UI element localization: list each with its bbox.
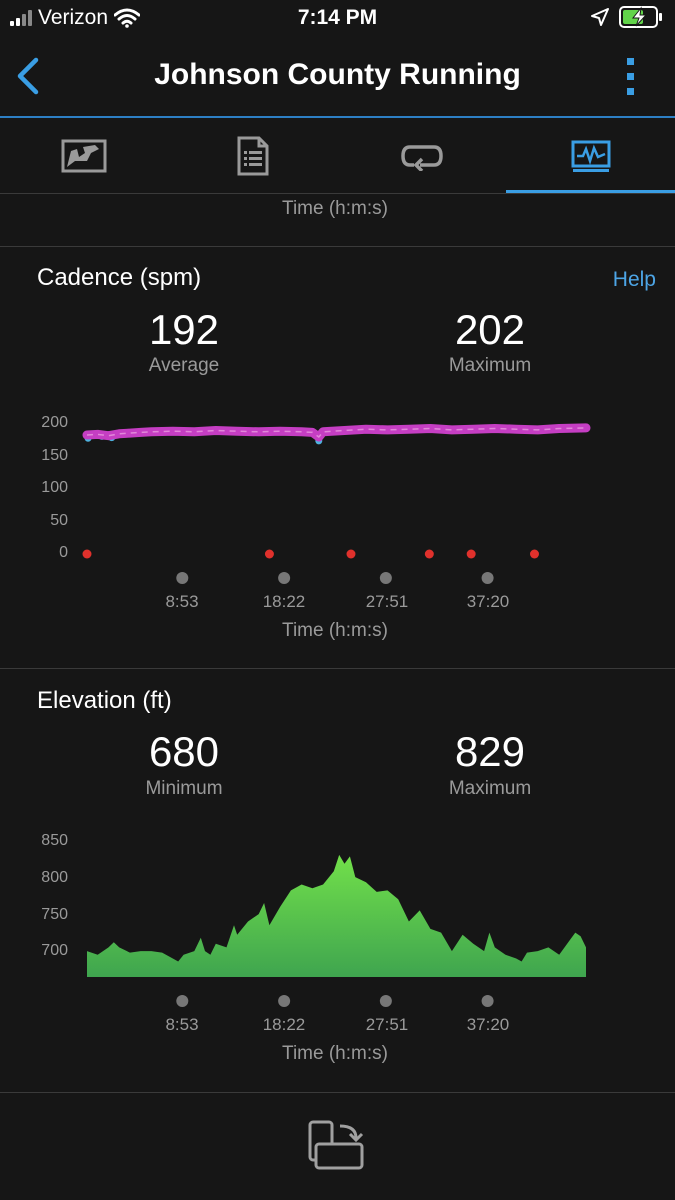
- charts-icon: [571, 140, 611, 172]
- cadence-y-tick: 150: [41, 447, 68, 464]
- elevation-time-marker: [379, 995, 392, 1007]
- cadence-x-tick: 37:20: [466, 592, 510, 611]
- cadence-max-label: Maximum: [448, 355, 532, 376]
- tabs-divider: [0, 193, 675, 194]
- cadence-max-value: 202: [454, 306, 526, 353]
- elevation-title: Elevation (ft): [37, 687, 172, 714]
- cadence-help-link[interactable]: Help: [612, 268, 656, 291]
- elevation-x-tick: 8:53: [165, 1015, 199, 1034]
- cadence-average-value: 192: [148, 306, 220, 353]
- cadence-zero-marker: [529, 549, 539, 559]
- cadence-title: Cadence (spm): [37, 264, 202, 291]
- cadence-y-tick: 100: [41, 479, 68, 496]
- cadence-x-tick: 8:53: [165, 592, 199, 611]
- cadence-chart: [82, 423, 591, 584]
- back-chevron-icon[interactable]: [12, 56, 46, 96]
- elevation-chart: [87, 854, 586, 1007]
- elevation-x-tick: 37:20: [466, 1015, 510, 1034]
- elevation-x-axis-title: Time (h:m:s): [282, 1043, 388, 1064]
- wifi-icon: [114, 8, 141, 28]
- previous-chart-x-axis-title: Time (h:m:s): [282, 198, 388, 219]
- cadence-zero-marker: [346, 549, 356, 559]
- carrier-group: Verizon: [10, 6, 141, 30]
- tab-laps[interactable]: [338, 118, 507, 193]
- cadence-x-tick: 18:22: [262, 592, 306, 611]
- cadence-series-line: [82, 423, 591, 442]
- elevation-y-tick: 750: [41, 906, 68, 923]
- navigation-bar: Johnson County Running: [0, 38, 675, 118]
- cadence-zero-marker: [466, 549, 476, 559]
- battery-charging-icon: [619, 6, 662, 28]
- elevation-area: [87, 854, 586, 977]
- tab-map[interactable]: [0, 118, 169, 193]
- cadence-zero-marker: [264, 549, 274, 559]
- cadence-average-label: Average: [148, 355, 220, 376]
- cadence-y-tick: 0: [59, 544, 68, 561]
- laps-loop-icon: [401, 144, 443, 171]
- cadence-zero-marker: [424, 549, 434, 559]
- elevation-min-label: Minimum: [145, 778, 223, 799]
- elevation-y-tick: 700: [41, 942, 68, 959]
- cadence-y-tick: 50: [50, 512, 68, 529]
- elevation-max-label: Maximum: [448, 778, 532, 799]
- cadence-y-tick: 200: [41, 414, 68, 431]
- elevation-y-tick: 850: [41, 832, 68, 849]
- cadence-time-marker: [278, 572, 291, 584]
- elevation-x-tick: 27:51: [365, 1015, 409, 1034]
- status-bar: Verizon 7:14 PM: [0, 0, 675, 38]
- bottom-divider: [0, 1092, 675, 1093]
- cadence-time-marker: [176, 572, 189, 584]
- elevation-x-tick: 18:22: [262, 1015, 306, 1034]
- signal-icon: [10, 10, 32, 26]
- cadence-x-axis-title: Time (h:m:s): [282, 620, 388, 641]
- map-icon: [61, 139, 107, 172]
- elevation-y-tick: 800: [41, 869, 68, 886]
- tab-charts[interactable]: [506, 118, 675, 193]
- elevation-time-marker: [176, 995, 189, 1007]
- location-icon: [591, 8, 609, 26]
- cadence-zero-marker: [82, 549, 92, 559]
- page-title: Johnson County Running: [154, 58, 521, 91]
- cadence-time-marker: [481, 572, 494, 584]
- cadence-x-tick: 27:51: [365, 592, 409, 611]
- tab-details[interactable]: [169, 118, 338, 193]
- elevation-min-value: 680: [148, 728, 220, 775]
- elevation-max-value: 829: [454, 728, 526, 775]
- more-vertical-icon[interactable]: [625, 56, 637, 98]
- status-right: [591, 6, 663, 28]
- cadence-time-marker: [379, 572, 392, 584]
- status-time: 7:14 PM: [297, 6, 378, 29]
- section-divider: [0, 246, 675, 247]
- carrier-name: Verizon: [38, 6, 109, 29]
- rotate-screen-icon[interactable]: [306, 1118, 368, 1174]
- elevation-time-marker: [481, 995, 494, 1007]
- cadence-series-highlight: [86, 427, 587, 439]
- details-list-icon: [237, 136, 269, 175]
- activity-tabs: [0, 118, 675, 193]
- elevation-time-marker: [278, 995, 291, 1007]
- section-divider: [0, 668, 675, 669]
